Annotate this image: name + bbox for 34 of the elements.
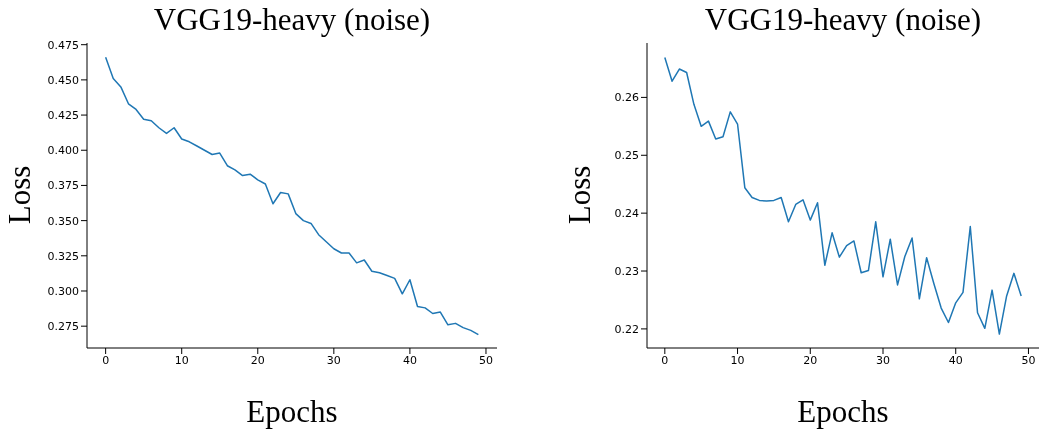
y-tick-label: 0.350	[47, 214, 79, 228]
x-tick-label: 0	[102, 353, 110, 367]
x-tick-label: 20	[803, 353, 818, 367]
y-tick-label: 0.475	[47, 38, 79, 52]
y-tick-label: 0.300	[47, 284, 79, 298]
y-tick-label: 0.400	[47, 144, 79, 158]
y-axis-title: Loss	[562, 165, 598, 225]
y-axis-title: Loss	[2, 165, 38, 225]
y-tick-label: 0.24	[614, 207, 639, 221]
line-series	[664, 56, 1022, 335]
y-tick-label: 0.25	[614, 149, 639, 163]
chart-title: VGG19-heavy (noise)	[152, 1, 432, 39]
y-tick-label: 0.450	[47, 73, 79, 87]
x-tick-label: 0	[661, 353, 669, 367]
y-tick-label: 0.375	[47, 179, 79, 193]
x-tick-label: 40	[948, 353, 963, 367]
x-tick-label: 10	[174, 353, 189, 367]
x-tick-label: 30	[326, 353, 341, 367]
y-tick-label: 0.425	[47, 108, 79, 122]
x-tick-label: 50	[1021, 353, 1036, 367]
y-tick-label: 0.26	[614, 91, 639, 105]
chart-title: VGG19-heavy (noise)	[703, 1, 983, 39]
y-tick-label: 0.325	[47, 249, 79, 263]
y-tick-label: 0.275	[47, 320, 79, 334]
y-tick-label: 0.22	[614, 322, 639, 336]
x-tick-label: 50	[478, 353, 493, 367]
x-axis-title: Epochs	[245, 393, 339, 431]
x-tick-label: 30	[876, 353, 890, 367]
line-series	[104, 56, 480, 336]
x-tick-label: 10	[730, 353, 745, 367]
x-tick-label: 40	[402, 353, 417, 367]
x-axis-title: Epochs	[796, 393, 890, 431]
y-tick-label: 0.23	[614, 264, 639, 278]
x-tick-label: 20	[250, 353, 265, 367]
